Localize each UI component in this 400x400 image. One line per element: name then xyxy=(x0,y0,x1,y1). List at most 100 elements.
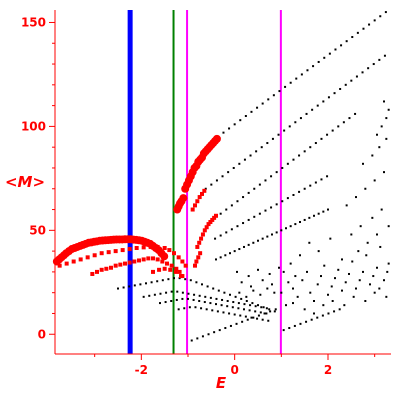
data-point xyxy=(245,295,248,298)
data-point xyxy=(305,112,308,115)
data-point xyxy=(294,275,297,278)
data-point xyxy=(258,183,261,186)
data-point xyxy=(259,311,262,314)
data-point xyxy=(252,289,255,292)
data-point xyxy=(264,179,267,182)
data-point xyxy=(183,307,186,310)
data-point xyxy=(247,218,250,221)
data-point xyxy=(195,244,200,249)
data-point xyxy=(200,232,205,237)
data-point xyxy=(78,257,83,262)
x-tick-label: -2 xyxy=(135,363,148,377)
data-point xyxy=(322,100,325,103)
data-point xyxy=(243,308,245,311)
data-point xyxy=(376,233,378,236)
data-point xyxy=(294,223,297,226)
data-point xyxy=(109,265,113,270)
data-point xyxy=(373,179,376,182)
data-point xyxy=(216,310,219,313)
data-point xyxy=(295,77,298,80)
data-point xyxy=(357,250,360,253)
data-point xyxy=(262,306,265,309)
data-point xyxy=(242,222,245,225)
data-point xyxy=(317,60,320,63)
data-point xyxy=(141,257,146,262)
data-point xyxy=(354,112,357,115)
data-point xyxy=(162,245,167,250)
data-point xyxy=(260,306,263,309)
data-point xyxy=(208,220,213,225)
data-point xyxy=(239,314,242,317)
data-point xyxy=(139,283,142,286)
data-point xyxy=(387,225,390,228)
data-point xyxy=(193,263,197,268)
data-point xyxy=(200,307,203,310)
data-point xyxy=(198,251,203,256)
data-point xyxy=(181,291,184,294)
data-point xyxy=(250,316,253,319)
data-point xyxy=(236,200,239,203)
data-point xyxy=(301,279,304,282)
data-point xyxy=(341,258,343,261)
data-point xyxy=(118,262,123,267)
data-point xyxy=(350,233,353,236)
data-point xyxy=(187,297,189,300)
data-point xyxy=(179,274,183,279)
data-point xyxy=(237,307,240,310)
data-point xyxy=(168,267,173,272)
data-point xyxy=(238,291,241,294)
data-point xyxy=(228,312,231,315)
y-tick-label: 150 xyxy=(21,15,46,29)
data-point xyxy=(341,289,343,292)
data-point xyxy=(383,171,385,174)
data-point xyxy=(359,225,362,228)
data-point xyxy=(299,117,302,120)
data-point xyxy=(338,308,341,311)
data-point xyxy=(245,299,248,302)
data-point xyxy=(320,137,323,140)
data-point xyxy=(286,197,289,200)
data-point xyxy=(378,287,381,290)
labels-layer: E <M> xyxy=(5,173,227,392)
data-point xyxy=(286,162,289,165)
data-point xyxy=(299,254,301,257)
data-point xyxy=(362,270,364,273)
data-point xyxy=(212,134,221,143)
data-point xyxy=(292,193,295,196)
data-point xyxy=(316,283,319,286)
data-point xyxy=(99,267,104,272)
data-point xyxy=(247,243,250,246)
data-point xyxy=(261,318,264,321)
data-point xyxy=(207,333,210,336)
data-point xyxy=(226,299,229,302)
data-point xyxy=(249,154,252,157)
data-point xyxy=(289,225,292,228)
data-point xyxy=(316,316,319,319)
data-point xyxy=(313,299,315,302)
data-point xyxy=(212,287,215,290)
data-point xyxy=(278,90,281,93)
data-point xyxy=(201,283,203,286)
data-point xyxy=(253,215,256,218)
data-point xyxy=(210,183,213,186)
data-point xyxy=(200,191,204,196)
data-point xyxy=(229,293,231,296)
data-point xyxy=(327,312,330,315)
data-point xyxy=(238,162,241,165)
data-point xyxy=(244,315,247,318)
data-point xyxy=(384,11,387,14)
data-point xyxy=(178,277,181,280)
data-point xyxy=(328,52,331,55)
data-point xyxy=(172,251,176,256)
data-point xyxy=(364,299,367,302)
x-axis-label: E xyxy=(216,374,227,392)
data-point xyxy=(157,267,162,272)
data-point xyxy=(385,117,388,120)
data-point xyxy=(120,248,125,253)
data-point xyxy=(215,258,217,261)
data-point xyxy=(220,304,223,307)
data-point xyxy=(339,87,342,90)
data-point xyxy=(313,312,315,315)
data-point xyxy=(122,286,125,289)
